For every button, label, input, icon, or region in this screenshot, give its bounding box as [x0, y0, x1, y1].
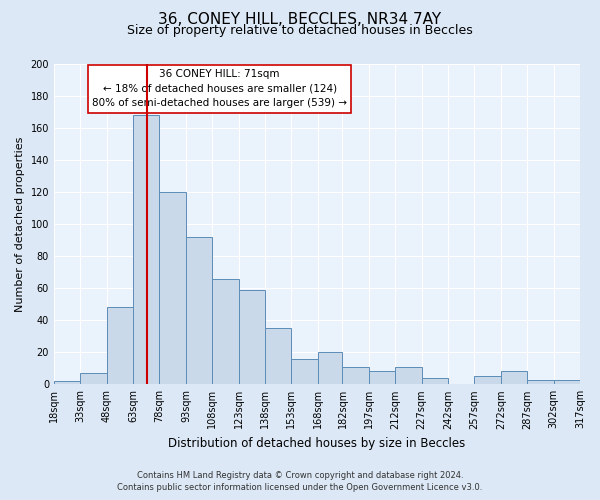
Bar [422, 378, 448, 384]
Bar [318, 352, 343, 384]
Bar [395, 366, 422, 384]
Bar [133, 115, 160, 384]
Bar [186, 237, 212, 384]
Bar [501, 372, 527, 384]
Bar [292, 358, 318, 384]
Bar [212, 278, 239, 384]
Bar [475, 376, 501, 384]
Bar [554, 380, 580, 384]
Bar [80, 373, 107, 384]
Bar [239, 290, 265, 384]
Text: 36 CONEY HILL: 71sqm
← 18% of detached houses are smaller (124)
80% of semi-deta: 36 CONEY HILL: 71sqm ← 18% of detached h… [92, 69, 347, 108]
Bar [54, 381, 80, 384]
Bar [265, 328, 292, 384]
Text: Contains HM Land Registry data © Crown copyright and database right 2024.
Contai: Contains HM Land Registry data © Crown c… [118, 471, 482, 492]
Bar [369, 372, 395, 384]
Text: Size of property relative to detached houses in Beccles: Size of property relative to detached ho… [127, 24, 473, 37]
Y-axis label: Number of detached properties: Number of detached properties [15, 136, 25, 312]
Bar [527, 380, 554, 384]
Bar [160, 192, 186, 384]
Bar [343, 366, 369, 384]
Text: 36, CONEY HILL, BECCLES, NR34 7AY: 36, CONEY HILL, BECCLES, NR34 7AY [158, 12, 442, 28]
Bar [107, 308, 133, 384]
X-axis label: Distribution of detached houses by size in Beccles: Distribution of detached houses by size … [169, 437, 466, 450]
